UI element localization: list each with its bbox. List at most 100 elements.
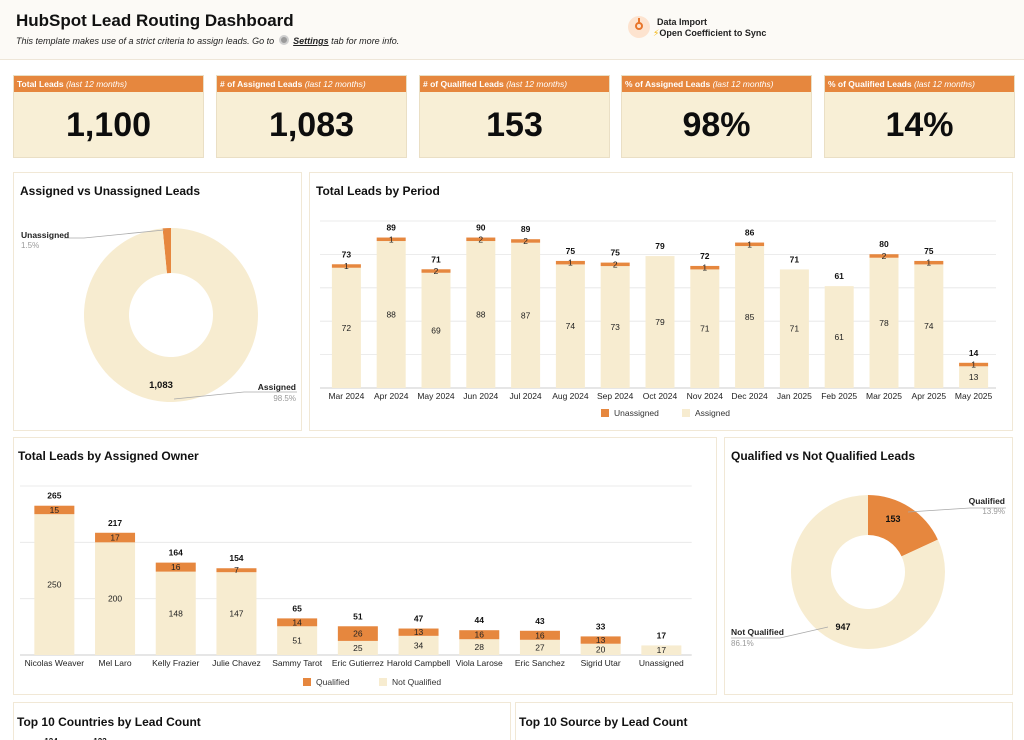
panel-sources: Top 10 Source by Lead Count — [515, 702, 1013, 740]
bar-not-qualified — [580, 643, 621, 655]
data-label: 79 — [655, 317, 665, 327]
pct-not-qualified: 86.1% — [731, 639, 754, 648]
total-label: 75 — [566, 246, 576, 256]
x-tick-label: Apr 2024 — [374, 391, 409, 401]
data-label: 148 — [169, 608, 183, 618]
bar-assigned — [735, 246, 765, 388]
x-tick-label: Jun 2024 — [463, 391, 498, 401]
legend-swatch — [601, 409, 609, 417]
x-tick-label: Mar 2025 — [866, 391, 902, 401]
hubspot-icon — [628, 16, 650, 38]
pct-assigned: 98.5% — [273, 394, 296, 403]
bar-assigned — [690, 269, 720, 388]
kpi-total-leads: Total Leads (last 12 months) 1,100 — [13, 75, 204, 158]
x-tick-label: Nicolas Weaver — [25, 658, 85, 668]
data-label: 13 — [969, 372, 979, 382]
data-label: 85 — [745, 312, 755, 322]
x-tick-label: Eric Gutierrez — [332, 658, 384, 668]
total-label: 33 — [596, 621, 606, 631]
leader-line-assigned — [173, 391, 297, 400]
x-tick-label: Kelly Frazier — [152, 658, 199, 668]
total-label: 123 — [93, 737, 107, 740]
data-label: 88 — [476, 310, 486, 320]
chart-title: Qualified vs Not Qualified Leads — [731, 449, 916, 463]
x-tick-label: Sammy Tarot — [272, 658, 323, 668]
total-label: 80 — [879, 239, 889, 249]
bar-not-qualified — [277, 626, 318, 655]
x-tick-label: Harold Campbell — [387, 658, 450, 668]
total-label: 47 — [414, 614, 424, 624]
bar-not-qualified — [34, 514, 75, 655]
bar-unassigned — [555, 260, 585, 265]
leader-line-not-qualified — [731, 626, 829, 639]
bar-assigned — [779, 269, 809, 388]
leader-line-qualified — [907, 507, 1006, 513]
legend-swatch — [682, 409, 690, 417]
x-tick-label: Feb 2025 — [821, 391, 857, 401]
bar-assigned — [376, 241, 406, 388]
kpi-value: 98% — [682, 106, 751, 144]
bar-qualified — [398, 628, 439, 636]
chart-title: Top 10 Source by Lead Count — [519, 715, 688, 729]
data-label: 1 — [344, 261, 349, 271]
bar-not-qualified — [95, 542, 136, 655]
panel-countries: Top 10 Countries by Lead Count 124 123 — [13, 702, 511, 740]
owner-bar-chart: 250 15 265 Nicolas Weaver 200 17 217 Mel Laro 14… — [20, 485, 692, 687]
total-label: 217 — [108, 518, 122, 528]
bar-qualified — [459, 630, 500, 640]
x-tick-label: Sep 2024 — [597, 391, 634, 401]
kpi-value: 14% — [885, 106, 954, 144]
kpi-label: # of Qualified Leads — [423, 79, 504, 89]
slice-unassigned — [162, 228, 171, 274]
data-label: 2 — [523, 236, 528, 246]
kpi-assigned-leads: # of Assigned Leads (last 12 months) 1,0… — [216, 75, 407, 158]
kpi-value: 1,100 — [65, 106, 152, 144]
chart-title: Total Leads by Period — [316, 184, 440, 198]
bar-qualified — [216, 568, 257, 573]
bar-qualified — [155, 562, 196, 572]
label-unassigned: Unassigned — [21, 230, 69, 240]
data-label: 88 — [386, 310, 396, 320]
settings-link[interactable]: Settings — [293, 36, 329, 46]
total-label: 75 — [610, 248, 620, 258]
bar-not-qualified — [641, 645, 682, 655]
chart-title: Assigned vs Unassigned Leads — [20, 184, 201, 198]
legend-swatch — [379, 678, 387, 686]
total-label: 124 — [44, 737, 58, 740]
sync-link[interactable]: ⚡Open Coefficient to Sync — [653, 28, 766, 39]
bar-qualified — [580, 636, 621, 644]
bar-not-qualified — [459, 639, 500, 655]
panel-owner-bars: Total Leads by Assigned Owner 250 15 265 Ni… — [13, 437, 717, 695]
bar-assigned — [331, 267, 361, 388]
gear-icon — [278, 35, 289, 45]
kpi-pct-qualified: % of Qualified Leads (last 12 months) 14… — [824, 75, 1015, 158]
bar-assigned — [555, 264, 585, 388]
total-label: 265 — [47, 491, 61, 501]
total-label: 79 — [655, 241, 665, 251]
slice-assigned — [83, 228, 258, 402]
chart-title: Total Leads by Assigned Owner — [18, 449, 199, 463]
data-label: 87 — [521, 310, 531, 320]
data-label: 17 — [110, 533, 120, 543]
bar-assigned — [511, 242, 541, 388]
data-import-label: Data Import — [657, 17, 708, 27]
bar-assigned — [600, 266, 630, 388]
x-tick-label: Sigrid Utar — [581, 658, 621, 668]
data-label: 73 — [610, 322, 620, 332]
bar-unassigned — [511, 239, 541, 243]
page-subtitle: This template makes use of a strict crit… — [16, 35, 399, 46]
subtitle-text-end: tab for more info. — [331, 36, 400, 46]
data-label: 1 — [568, 258, 573, 268]
data-label: 2 — [478, 234, 483, 244]
bar-unassigned — [959, 362, 989, 367]
total-label: 89 — [386, 223, 396, 233]
data-label: 13 — [414, 627, 424, 637]
data-label: 1 — [971, 360, 976, 370]
x-tick-label: Jan 2025 — [777, 391, 812, 401]
data-label: 74 — [566, 321, 576, 331]
x-tick-label: Julie Chavez — [212, 658, 261, 668]
data-label: 1 — [389, 234, 394, 244]
pct-qualified: 13.9% — [982, 507, 1005, 516]
